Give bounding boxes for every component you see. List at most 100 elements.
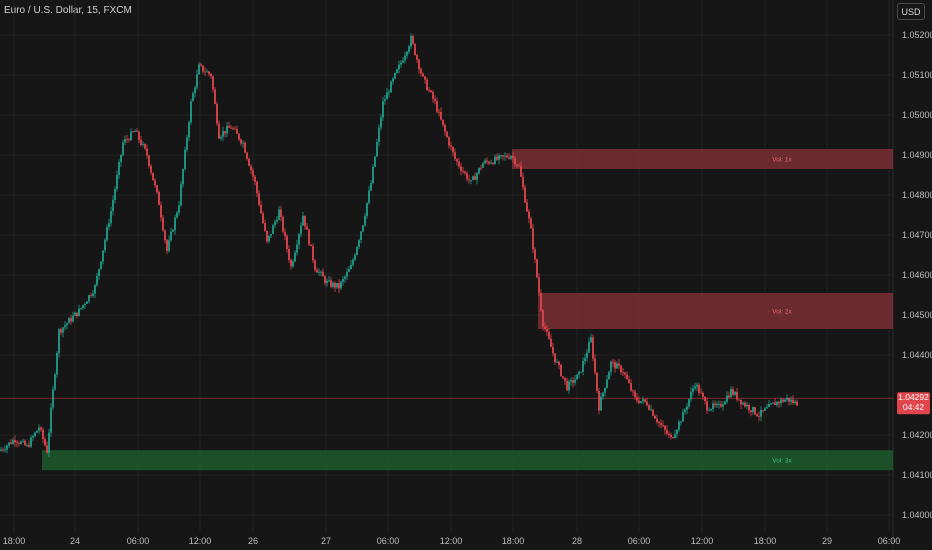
candle-body: [324, 276, 326, 283]
candle-body: [742, 402, 744, 405]
candle-body: [740, 399, 742, 405]
candle-body: [198, 64, 200, 75]
candle-body: [548, 331, 550, 339]
symbol-title: Euro / U.S. Dollar, 15, FXCM: [4, 5, 132, 16]
candle-body: [666, 429, 668, 434]
candle-body: [56, 353, 58, 375]
candle-body: [116, 174, 118, 189]
candle-body: [338, 283, 340, 289]
currency-button[interactable]: USD: [897, 3, 925, 20]
candle-body: [562, 376, 564, 378]
candle-body: [786, 397, 788, 400]
candle-body: [80, 308, 82, 309]
candle-body: [654, 415, 656, 419]
candle-body: [546, 329, 548, 332]
candle-body: [446, 131, 448, 138]
candle-body: [300, 225, 302, 235]
candle-body: [280, 209, 282, 217]
candle-body: [30, 437, 32, 447]
candle-body: [728, 395, 730, 398]
candle-body: [48, 432, 50, 453]
y-tick-label: 1.04700: [902, 230, 932, 240]
candle-body: [118, 162, 120, 175]
candle-body: [442, 119, 444, 126]
x-tick-label: 27: [321, 536, 331, 546]
candle-body: [492, 162, 494, 164]
candle-body: [282, 216, 284, 232]
candle-body: [732, 389, 734, 395]
candle-body: [414, 43, 416, 56]
candle-body: [360, 231, 362, 241]
candle-body: [124, 139, 126, 143]
candle-body: [222, 131, 224, 137]
candle-body: [104, 239, 106, 251]
candle-body: [616, 363, 618, 369]
candle-body: [220, 136, 222, 139]
candle-body: [622, 372, 624, 374]
candle-body: [426, 79, 428, 91]
candle-body: [686, 406, 688, 410]
candle-body: [12, 440, 14, 444]
x-tick-label: 06:00: [377, 536, 400, 546]
candle-body: [398, 64, 400, 70]
candle-body: [100, 261, 102, 270]
candle-body: [646, 401, 648, 406]
candle-body: [54, 374, 56, 390]
price-tag-box: [897, 392, 930, 415]
candle-body: [612, 361, 614, 363]
candle-body: [388, 92, 390, 94]
y-tick-label: 1.04400: [902, 350, 932, 360]
candle-body: [390, 81, 392, 93]
candle-body: [598, 390, 600, 411]
candle-body: [588, 341, 590, 353]
candle-body: [688, 399, 690, 407]
candle-body: [76, 312, 78, 317]
candle-body: [758, 416, 760, 417]
candle-body: [186, 137, 188, 150]
candle-body: [750, 410, 752, 413]
candle-body: [82, 305, 84, 309]
candle-body: [296, 244, 298, 253]
candle-body: [500, 155, 502, 157]
candle-body: [78, 308, 80, 317]
price-tag-countdown: 04:42: [903, 402, 925, 412]
candle-body: [268, 235, 270, 242]
candle-body: [788, 397, 790, 402]
candle-body: [660, 422, 662, 426]
candle-body: [284, 231, 286, 237]
candle-body: [526, 202, 528, 212]
candle-body: [336, 283, 338, 288]
candle-body: [322, 271, 324, 277]
candle-body: [614, 362, 616, 369]
candle-body: [86, 301, 88, 304]
candle-body: [480, 167, 482, 169]
candle-body: [396, 69, 398, 73]
candle-body: [258, 193, 260, 205]
candle-body: [638, 400, 640, 403]
candle-body: [576, 374, 578, 380]
candle-body: [166, 240, 168, 252]
candle-body: [636, 397, 638, 401]
candle-body: [314, 260, 316, 270]
candle-body: [662, 425, 664, 426]
candle-body: [344, 276, 346, 279]
candle-body: [774, 402, 776, 405]
candle-body: [98, 269, 100, 276]
candle-body: [210, 73, 212, 77]
candle-body: [230, 127, 232, 129]
candle-body: [214, 89, 216, 104]
candle-body: [564, 377, 566, 381]
candle-body: [218, 123, 220, 139]
candle-body: [770, 403, 772, 405]
candle-body: [130, 131, 132, 141]
candle-body: [640, 401, 642, 403]
candle-body: [310, 244, 312, 247]
candle-body: [422, 73, 424, 77]
candle-body: [266, 230, 268, 242]
candle-body: [472, 176, 474, 180]
candle-body: [536, 259, 538, 278]
candle-body: [626, 374, 628, 380]
candle-body: [512, 156, 514, 158]
candle-body: [392, 78, 394, 82]
